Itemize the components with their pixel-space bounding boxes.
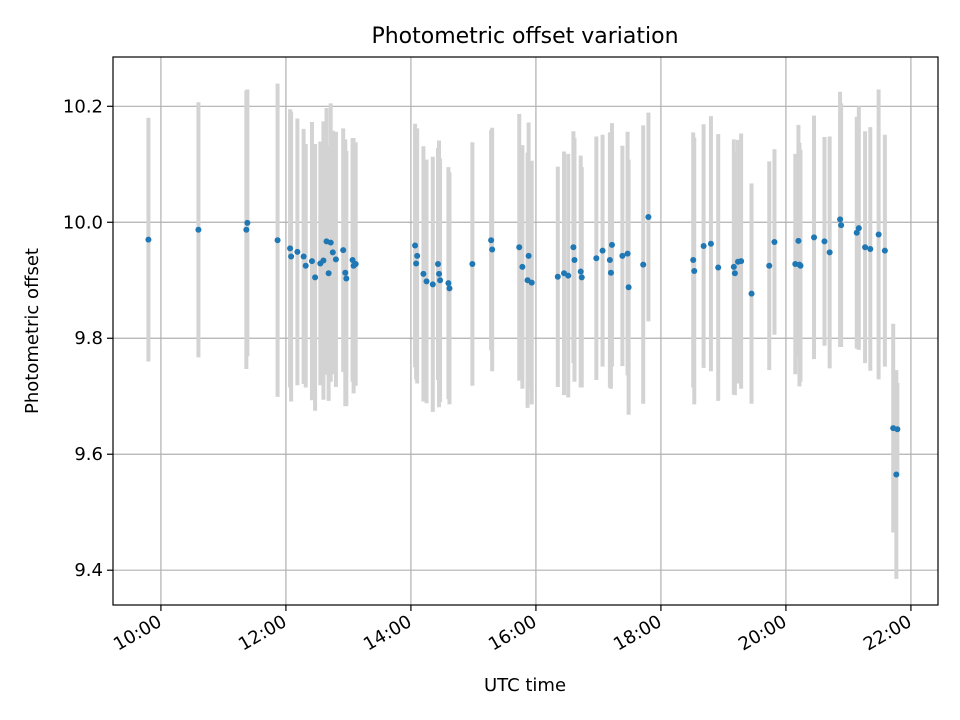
- data-point: [624, 250, 631, 257]
- data-point: [488, 237, 495, 244]
- data-point: [821, 238, 828, 245]
- data-point: [826, 249, 833, 256]
- data-point: [525, 252, 532, 259]
- data-point: [528, 279, 535, 286]
- data-point: [893, 471, 900, 478]
- data-point: [619, 252, 626, 259]
- data-point: [599, 247, 606, 254]
- data-point: [489, 246, 496, 253]
- data-point: [554, 273, 561, 280]
- data-point: [565, 272, 572, 279]
- data-point: [343, 275, 350, 282]
- x-axis-label: UTC time: [484, 675, 566, 696]
- data-point: [446, 285, 453, 292]
- data-point: [771, 238, 778, 245]
- data-point: [435, 261, 441, 268]
- data-point: [445, 280, 452, 287]
- y-tick-label: 10.0: [63, 212, 103, 233]
- data-point: [287, 245, 294, 252]
- data-point: [327, 239, 334, 246]
- data-point: [340, 247, 347, 254]
- data-point: [607, 269, 614, 276]
- data-point: [578, 274, 585, 281]
- data-point: [325, 270, 332, 277]
- y-axis-label: Photometric offset: [22, 248, 43, 414]
- data-point: [862, 244, 869, 251]
- data-point: [423, 278, 430, 285]
- data-point: [748, 290, 755, 297]
- data-point: [320, 257, 327, 264]
- data-point: [645, 214, 652, 221]
- data-point: [571, 256, 578, 263]
- data-point: [352, 261, 359, 268]
- data-point: [608, 241, 615, 248]
- data-point: [715, 264, 722, 271]
- data-point: [875, 231, 882, 238]
- plot-frame: [112, 56, 939, 606]
- data-point: [606, 256, 613, 263]
- data-points: [145, 214, 901, 478]
- data-point: [312, 274, 319, 281]
- data-point: [738, 258, 745, 265]
- y-tick-label: 9.8: [74, 328, 103, 349]
- data-point: [244, 219, 251, 226]
- data-point: [288, 253, 295, 260]
- data-point: [853, 229, 860, 236]
- data-point: [593, 255, 600, 262]
- data-point: [437, 277, 444, 284]
- data-point: [274, 237, 281, 244]
- data-point: [730, 263, 737, 270]
- data-point: [516, 244, 523, 251]
- data-point: [302, 262, 309, 269]
- data-point: [700, 243, 707, 250]
- data-point: [308, 258, 315, 265]
- data-point: [577, 268, 584, 275]
- data-point: [837, 216, 844, 223]
- data-point: [420, 270, 427, 277]
- data-point: [855, 225, 862, 232]
- chart-title: Photometric offset variation: [371, 24, 678, 49]
- data-point: [881, 247, 888, 254]
- data-point: [300, 253, 307, 260]
- data-point: [640, 261, 647, 268]
- data-point: [145, 236, 152, 243]
- data-point: [797, 262, 804, 269]
- y-tick-label: 9.6: [74, 444, 103, 465]
- data-point: [795, 237, 802, 244]
- data-point: [811, 234, 818, 241]
- data-point: [429, 281, 436, 288]
- y-tick-label: 9.4: [74, 560, 103, 581]
- data-point: [329, 249, 336, 256]
- data-point: [625, 284, 632, 291]
- data-point: [342, 269, 349, 276]
- data-point: [469, 261, 476, 268]
- data-point: [570, 244, 577, 251]
- data-point: [195, 226, 202, 233]
- data-point: [332, 256, 339, 263]
- data-point: [412, 242, 419, 249]
- data-point: [867, 245, 874, 252]
- data-point: [690, 256, 697, 263]
- data-point: [349, 256, 356, 263]
- data-point: [894, 426, 901, 433]
- y-tick-label: 10.2: [63, 96, 103, 117]
- data-point: [243, 226, 250, 233]
- data-point: [838, 222, 845, 229]
- data-point: [766, 262, 773, 269]
- data-point: [294, 248, 301, 255]
- data-point: [731, 270, 738, 277]
- data-point: [414, 252, 421, 259]
- data-point: [691, 267, 698, 274]
- data-point: [707, 240, 714, 247]
- data-point: [413, 260, 420, 267]
- data-point: [436, 270, 443, 277]
- data-point: [519, 263, 526, 270]
- y-axis-ticks: 9.4 9.6 9.8 10.0 10.2: [63, 96, 113, 581]
